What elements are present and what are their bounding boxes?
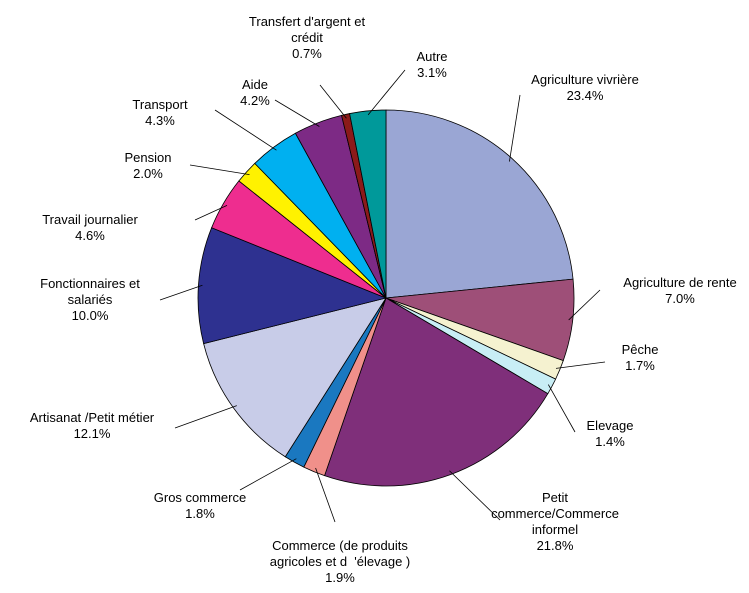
leader-line [214,109,277,151]
leader-line [315,467,336,523]
leader-line [555,361,606,369]
slice-value-label: 3.1% [417,65,447,80]
slice-label: Fonctionnaires et salariés [40,276,140,307]
slice-label: Agriculture de rente [623,275,737,290]
leader-line [194,204,228,221]
slice-label: Elevage [586,418,634,433]
pie-slice [385,109,574,299]
pie-slice [324,297,549,487]
slice-value-label: 1.4% [595,434,625,449]
slice-label: Autre [416,49,448,64]
leader-line [319,84,347,119]
leader-line [274,99,320,127]
slice-value-label: 0.7% [292,46,322,61]
slice-label: Aide [241,77,269,92]
slice-value-label: 1.8% [185,506,215,521]
slice-value-label: 21.8% [536,538,574,553]
leader-line [239,458,297,491]
slice-value-label: 4.6% [75,228,105,243]
slice-label: Pêche [621,342,659,357]
slice-label: Transfert d'argent et crédit [248,14,366,45]
leader-line [174,405,237,429]
leader-line [568,289,601,321]
leader-line [449,470,501,521]
leader-line [159,284,203,301]
pie-slice [349,109,387,299]
slice-label: Agriculture vivrière [531,72,639,87]
slice-label: Transport [132,97,188,112]
pie-slice [203,297,387,458]
slice-value-label: 4.3% [145,113,175,128]
leader-line [547,384,576,433]
slice-label: Commerce (de produits agricoles et d 'él… [269,538,411,569]
pie-slice [197,227,388,345]
slice-label: Petit commerce/Commerce informel [491,490,619,537]
slice-value-label: 1.7% [625,358,655,373]
slice-value-label: 10.0% [71,308,109,323]
slice-value-label: 12.1% [73,426,111,441]
leader-line [189,164,250,175]
slice-value-label: 4.2% [240,93,270,108]
slice-label: Travail journalier [42,212,138,227]
slice-value-label: 7.0% [665,291,695,306]
slice-label: Artisanat /Petit métier [29,410,155,425]
slice-value-label: 1.9% [325,570,355,585]
slice-label: Pension [124,150,172,165]
slice-label: Gros commerce [153,490,247,505]
leader-line [367,69,406,116]
slice-value-label: 2.0% [133,166,163,181]
slice-value-label: 23.4% [566,88,604,103]
leader-line [509,94,521,162]
